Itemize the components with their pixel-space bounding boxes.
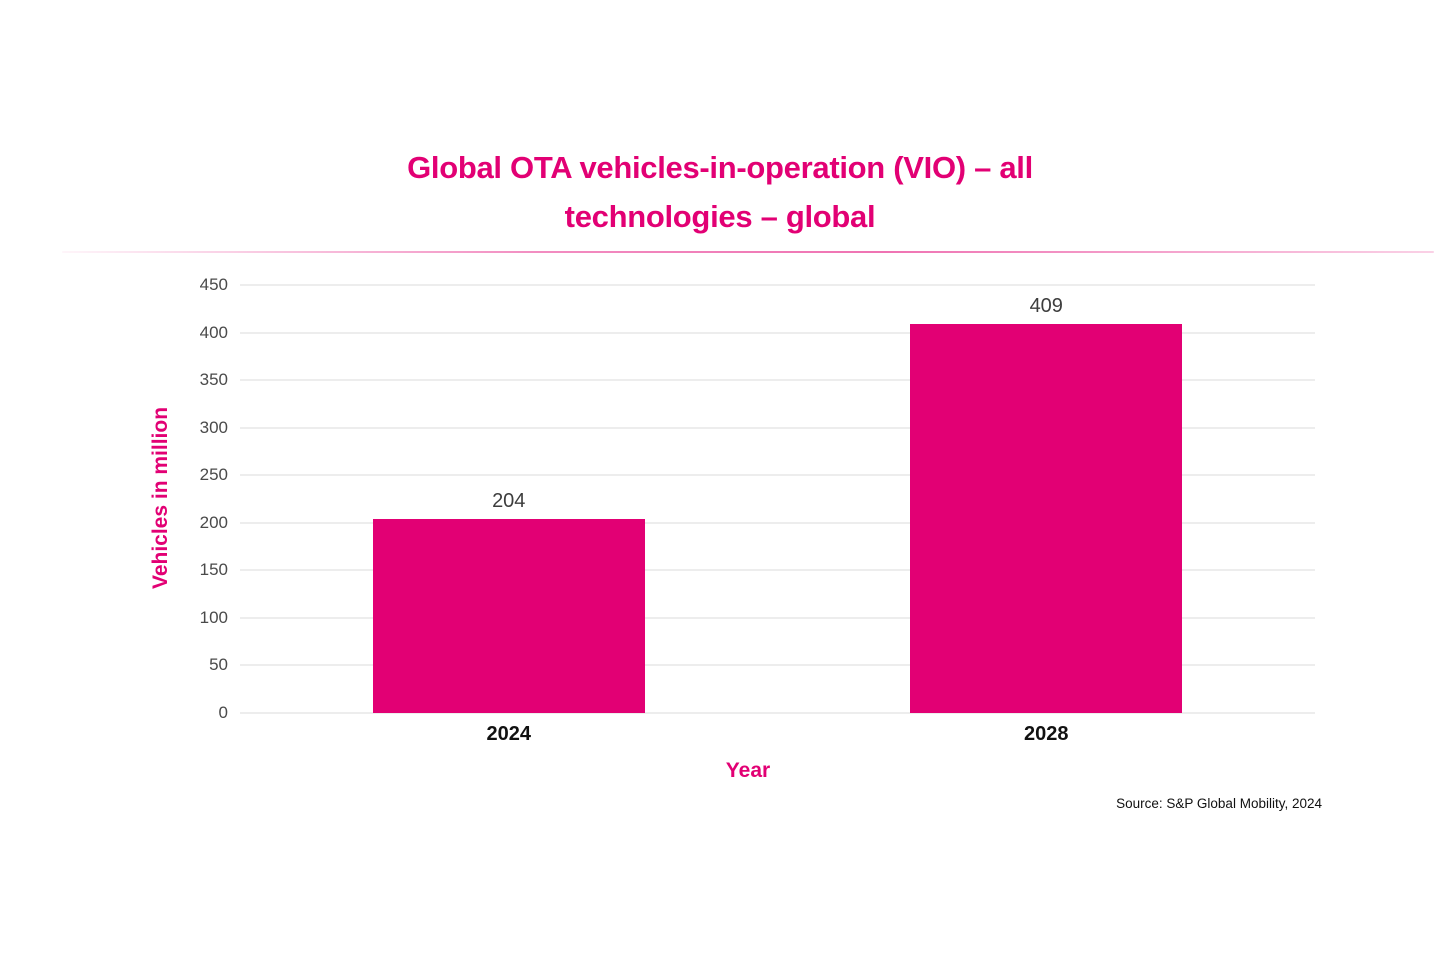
y-tick-label-400: 400 xyxy=(199,322,228,342)
gridline-300 xyxy=(240,426,1315,429)
chart-title-line-2: technologies – global xyxy=(564,199,876,234)
y-tick-label-250: 250 xyxy=(199,465,228,485)
gridline-100 xyxy=(240,616,1315,619)
gridline-350 xyxy=(240,379,1315,382)
gridline-450 xyxy=(240,284,1315,286)
x-tick-label-2024: 2024 xyxy=(486,723,532,745)
gridline-250 xyxy=(240,474,1315,477)
y-tick-label-100: 100 xyxy=(199,607,228,627)
x-axis-label: Year xyxy=(725,759,771,782)
y-tick-label-300: 300 xyxy=(199,417,228,437)
y-tick-label-50: 50 xyxy=(209,655,228,675)
chart-title: Global OTA vehicles-in-operation (VIO) –… xyxy=(0,143,1440,241)
title-divider xyxy=(62,251,1434,253)
bar-2024 xyxy=(372,518,645,713)
gridline-50 xyxy=(240,664,1315,667)
bar-value-label-2028: 409 xyxy=(1029,295,1063,317)
y-tick-label-200: 200 xyxy=(199,512,228,532)
gridline-200 xyxy=(240,521,1315,524)
y-tick-label-350: 350 xyxy=(199,370,228,390)
y-tick-label-150: 150 xyxy=(199,560,228,580)
plot-area: 0 50 100 150 200 250 300 350 400 450 204 2024 409 202… xyxy=(200,275,1315,745)
gridline-150 xyxy=(240,569,1315,572)
source-text: Source: S&P Global Mobility, 2024 xyxy=(1116,796,1322,811)
gridline-400 xyxy=(240,331,1315,334)
bar-value-label-2024: 204 xyxy=(492,489,526,512)
gridline-0 xyxy=(240,712,1315,714)
bar-2028 xyxy=(910,324,1183,713)
y-tick-label-0: 0 xyxy=(218,703,228,722)
chart-title-line-1: Global OTA vehicles-in-operation (VIO) –… xyxy=(407,150,1033,185)
y-tick-label-450: 450 xyxy=(199,275,228,294)
x-tick-label-2028: 2028 xyxy=(1024,723,1069,745)
